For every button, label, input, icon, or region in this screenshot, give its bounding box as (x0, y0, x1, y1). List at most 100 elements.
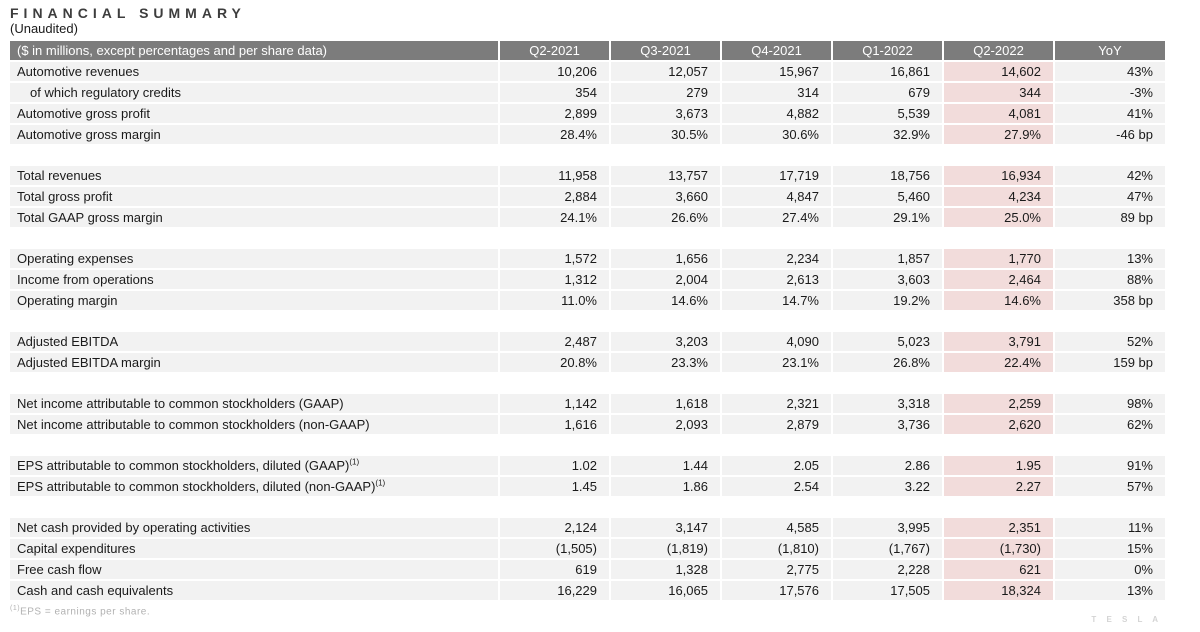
value-cell-q4-2021: 17,719 (722, 166, 833, 187)
value-cell-q3-2021: 1.44 (611, 456, 722, 477)
value-cell-q2-2022: 14.6% (944, 291, 1055, 312)
row-label-text: Adjusted EBITDA (17, 334, 119, 349)
value-cell-q2-2022: 2,259 (944, 394, 1055, 415)
row-label: Net income attributable to common stockh… (10, 394, 500, 415)
column-header-q2-2022: Q2-2022 (944, 41, 1055, 62)
table-row: Cash and cash equivalents 16,229 16,065 17,… (10, 581, 1165, 602)
value-cell-q2-2022: 4,081 (944, 104, 1055, 125)
value-cell-q2-2021: 354 (500, 83, 611, 104)
value-cell-q4-2021: 30.6% (722, 125, 833, 146)
value-cell-yoy: 11% (1055, 518, 1165, 539)
column-header-q1-2022: Q1-2022 (833, 41, 944, 62)
table-row: Net cash provided by operating activitie… (10, 518, 1165, 539)
row-label: Operating margin (10, 291, 500, 312)
footnote-reference: (1) (349, 457, 360, 467)
row-label-text: Automotive gross profit (17, 106, 150, 121)
row-label-text: Cash and cash equivalents (17, 583, 174, 598)
value-cell-q2-2021: 2,124 (500, 518, 611, 539)
table-row: Automotive gross profit 2,899 3,673 4,882 5,… (10, 104, 1165, 125)
row-label-text: Income from operations (17, 272, 154, 287)
page-title: FINANCIAL SUMMARY (10, 5, 246, 21)
row-label-text: Operating margin (17, 293, 118, 308)
value-cell-q3-2021: 2,093 (611, 415, 722, 436)
value-cell-q2-2021: 2,487 (500, 332, 611, 353)
table-row: of which regulatory credits 354 279 314 679 3… (10, 83, 1165, 104)
row-label: Automotive revenues (10, 62, 500, 83)
value-cell-q3-2021: 30.5% (611, 125, 722, 146)
row-label: Total GAAP gross margin (10, 208, 500, 229)
group-spacer (10, 229, 1165, 249)
value-cell-q3-2021: 16,065 (611, 581, 722, 602)
row-label: Cash and cash equivalents (10, 581, 500, 602)
table-row: Capital expenditures (1,505) (1,819) (1,810… (10, 539, 1165, 560)
value-cell-q2-2021: 1.02 (500, 456, 611, 477)
value-cell-q2-2022: (1,730) (944, 539, 1055, 560)
value-cell-yoy: 159 bp (1055, 353, 1165, 374)
value-cell-yoy: 62% (1055, 415, 1165, 436)
value-cell-q2-2022: 18,324 (944, 581, 1055, 602)
value-cell-yoy: 52% (1055, 332, 1165, 353)
value-cell-q2-2022: 2.27 (944, 477, 1055, 498)
value-cell-q2-2021: 619 (500, 560, 611, 581)
value-cell-q2-2021: 1,572 (500, 249, 611, 270)
value-cell-q2-2022: 2,464 (944, 270, 1055, 291)
value-cell-q4-2021: 14.7% (722, 291, 833, 312)
value-cell-q2-2022: 3,791 (944, 332, 1055, 353)
table-row: Free cash flow 619 1,328 2,775 2,228 621 0% (10, 560, 1165, 581)
value-cell-q2-2022: 25.0% (944, 208, 1055, 229)
value-cell-q2-2021: 16,229 (500, 581, 611, 602)
value-cell-q4-2021: 2,234 (722, 249, 833, 270)
value-cell-q3-2021: 1,656 (611, 249, 722, 270)
table-body: Automotive revenues 10,206 12,057 15,967 16,… (10, 62, 1165, 602)
value-cell-q1-2022: 1,857 (833, 249, 944, 270)
table-row: EPS attributable to common stockholders,… (10, 456, 1165, 477)
value-cell-q1-2022: 17,505 (833, 581, 944, 602)
table-row: Total revenues 11,958 13,757 17,719 18,756 16… (10, 166, 1165, 187)
value-cell-q3-2021: 3,673 (611, 104, 722, 125)
value-cell-q1-2022: 679 (833, 83, 944, 104)
value-cell-q3-2021: (1,819) (611, 539, 722, 560)
table-row: Automotive revenues 10,206 12,057 15,967 16,… (10, 62, 1165, 83)
row-label: EPS attributable to common stockholders,… (10, 477, 500, 498)
value-cell-q4-2021: 17,576 (722, 581, 833, 602)
value-cell-q2-2021: 1,142 (500, 394, 611, 415)
value-cell-yoy: 0% (1055, 560, 1165, 581)
footnote: (1)EPS = earnings per share. (10, 605, 1200, 617)
value-cell-q4-2021: 2,613 (722, 270, 833, 291)
table-header-row: ($ in millions, except percentages and p… (10, 41, 1165, 62)
value-cell-q2-2022: 27.9% (944, 125, 1055, 146)
value-cell-q3-2021: 1,618 (611, 394, 722, 415)
value-cell-q4-2021: 314 (722, 83, 833, 104)
value-cell-q2-2021: 1,312 (500, 270, 611, 291)
financial-summary-page: FINANCIAL SUMMARY (Unaudited) ($ in mill… (10, 5, 1200, 617)
row-label: Income from operations (10, 270, 500, 291)
value-cell-q1-2022: 3,736 (833, 415, 944, 436)
value-cell-q3-2021: 3,147 (611, 518, 722, 539)
value-cell-q1-2022: 19.2% (833, 291, 944, 312)
value-cell-q3-2021: 3,660 (611, 187, 722, 208)
table-row: Total GAAP gross margin 24.1% 26.6% 27.4% 29… (10, 208, 1165, 229)
value-cell-q4-2021: 4,882 (722, 104, 833, 125)
row-label-text: of which regulatory credits (30, 85, 182, 100)
financial-summary-table: ($ in millions, except percentages and p… (10, 41, 1165, 602)
value-cell-q2-2022: 22.4% (944, 353, 1055, 374)
value-cell-q2-2022: 1,770 (944, 249, 1055, 270)
group-spacer (10, 498, 1165, 518)
row-label-text: Free cash flow (17, 562, 102, 577)
value-cell-q1-2022: 16,861 (833, 62, 944, 83)
row-label-text: Total revenues (17, 168, 102, 183)
value-cell-q2-2022: 16,934 (944, 166, 1055, 187)
value-cell-q2-2021: 11,958 (500, 166, 611, 187)
footnote-reference: (1) (375, 478, 386, 488)
value-cell-q4-2021: 2,879 (722, 415, 833, 436)
column-header-q4-2021: Q4-2021 (722, 41, 833, 62)
row-label: of which regulatory credits (10, 83, 500, 104)
value-cell-q2-2022: 14,602 (944, 62, 1055, 83)
row-label: Free cash flow (10, 560, 500, 581)
row-label-text: Operating expenses (17, 251, 134, 266)
value-cell-q3-2021: 1,328 (611, 560, 722, 581)
column-header-q2-2021: Q2-2021 (500, 41, 611, 62)
value-cell-q1-2022: 2.86 (833, 456, 944, 477)
row-label-text: Net income attributable to common stockh… (17, 396, 344, 411)
value-cell-q1-2022: 2,228 (833, 560, 944, 581)
